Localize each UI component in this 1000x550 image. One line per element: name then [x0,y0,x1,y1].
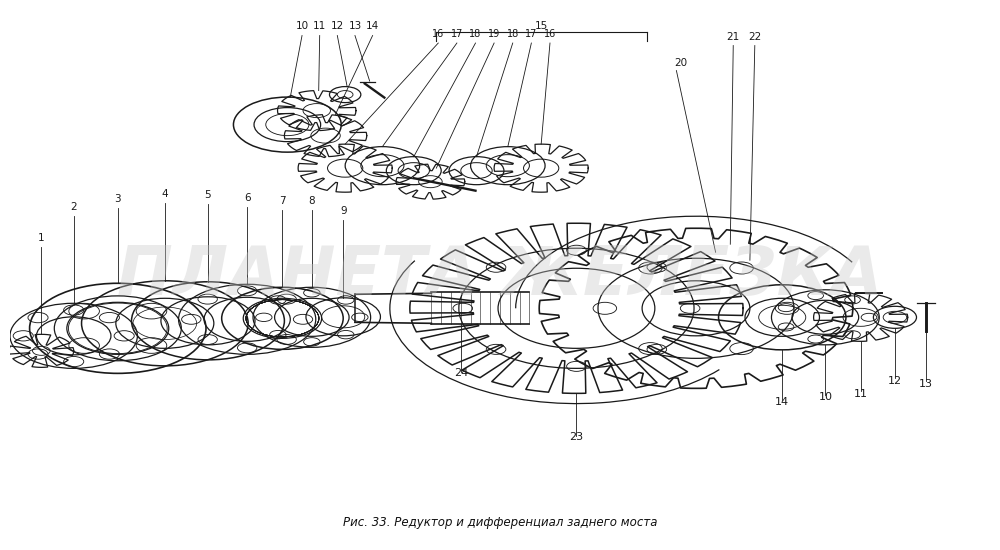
Text: 16: 16 [432,29,444,39]
Text: 7: 7 [279,196,286,206]
Text: 14: 14 [775,398,789,408]
Text: 10: 10 [818,392,832,403]
Text: ПЛАНЕТА ЖЕЛЕЗКА: ПЛАНЕТА ЖЕЛЕЗКА [117,243,883,309]
Text: 24: 24 [454,368,468,378]
Text: 12: 12 [331,20,344,31]
Text: 4: 4 [162,189,168,199]
Text: 16: 16 [544,29,556,39]
Text: 23: 23 [569,432,584,442]
Text: 11: 11 [854,389,868,399]
Text: 14: 14 [366,20,379,31]
Text: 18: 18 [507,29,519,39]
Text: 19: 19 [488,29,500,39]
Text: 17: 17 [525,29,538,39]
Text: 20: 20 [675,58,688,68]
Text: 13: 13 [919,379,933,389]
Text: 17: 17 [451,29,463,39]
Text: 1: 1 [38,233,45,243]
Text: 12: 12 [888,376,902,386]
Text: 22: 22 [748,31,761,42]
Text: 13: 13 [348,20,362,31]
Text: 6: 6 [244,192,250,203]
Text: 21: 21 [727,31,740,42]
Text: 8: 8 [309,196,315,206]
Text: 10: 10 [295,20,309,31]
Text: 9: 9 [340,206,347,216]
Text: 3: 3 [114,194,121,204]
Text: 18: 18 [469,29,482,39]
Text: 5: 5 [205,190,211,200]
Text: 2: 2 [70,202,77,212]
Text: 15: 15 [535,20,548,30]
Text: Рис. 33. Редуктор и дифференциал заднего моста: Рис. 33. Редуктор и дифференциал заднего… [343,516,657,529]
Text: 11: 11 [313,20,326,31]
